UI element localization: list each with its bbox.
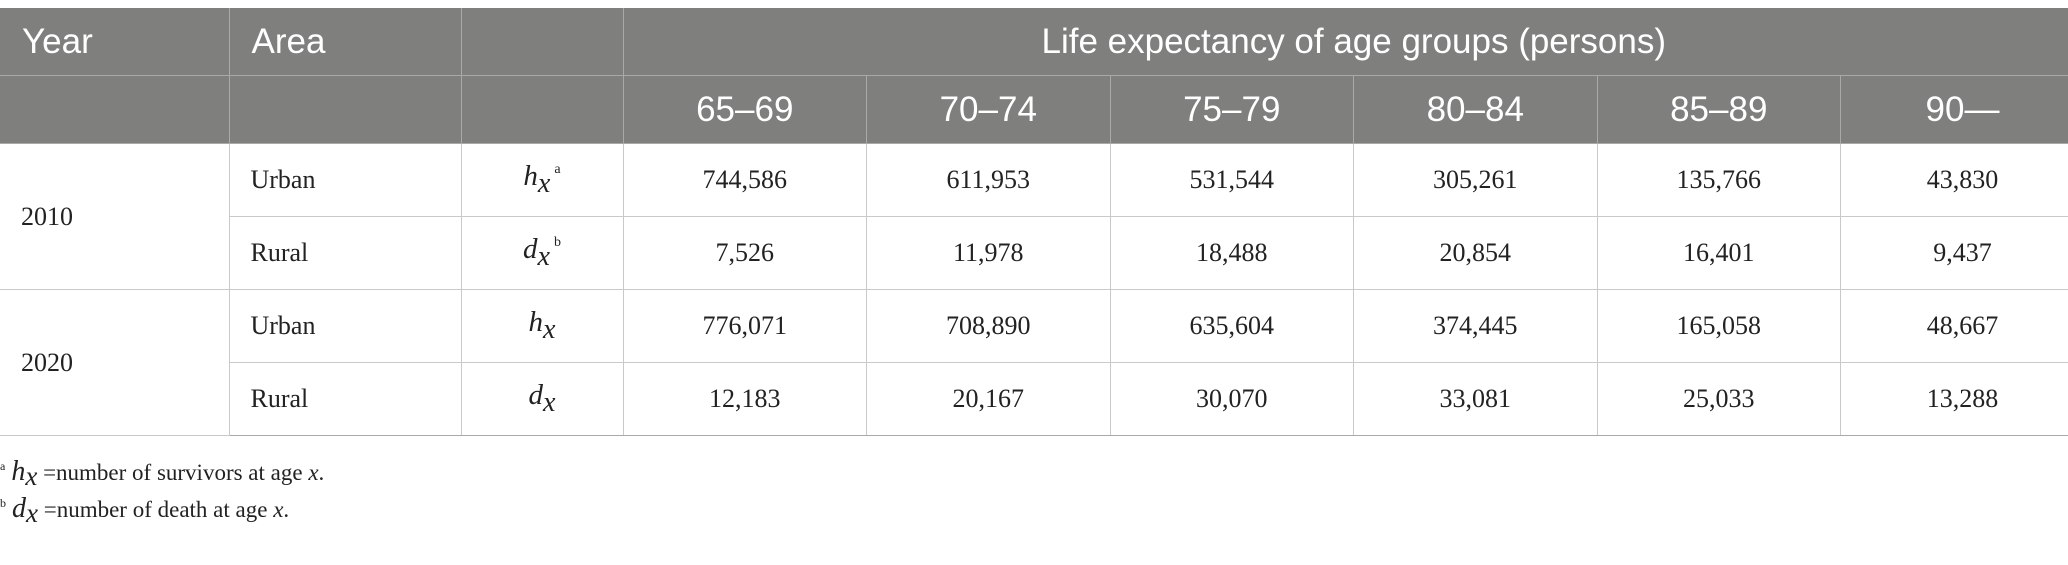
symbol-subscript: x — [537, 168, 551, 199]
header-age-group: 70–74 — [866, 75, 1111, 144]
footnote-mark: a — [0, 459, 6, 473]
footnote-symbol: d — [12, 493, 26, 524]
area-cell: Urban — [228, 289, 462, 363]
value-cell: 25,033 — [1596, 362, 1841, 436]
value-cell: 744,586 — [622, 143, 867, 217]
symbol-subscript: x — [537, 241, 550, 272]
symbol-cell: dx — [460, 362, 624, 436]
life-expectancy-table: Year Area Life expectancy of age groups … — [0, 8, 2068, 436]
footnote-mark: a — [554, 162, 561, 177]
symbol-cell: hx a — [460, 143, 624, 217]
header-year: Year — [0, 8, 230, 76]
value-cell: 43,830 — [1840, 143, 2068, 217]
value-cell: 708,890 — [866, 289, 1111, 363]
value-cell: 611,953 — [866, 143, 1111, 217]
value-cell: 165,058 — [1596, 289, 1841, 363]
symbol-subscript: x — [543, 387, 556, 418]
symbol: d — [523, 233, 538, 265]
value-cell: 18,488 — [1109, 216, 1354, 290]
data-table-container: Year Area Life expectancy of age groups … — [0, 8, 2068, 436]
value-cell: 7,526 — [622, 216, 867, 290]
footnote-end: . — [318, 460, 325, 485]
area-cell: Rural — [229, 362, 462, 436]
header-row-2: 65–69 70–74 75–79 80–84 85–89 90— — [0, 75, 2068, 144]
header-empty-area — [229, 75, 462, 144]
header-age-group: 85–89 — [1597, 75, 1841, 144]
value-cell: 776,071 — [622, 289, 867, 363]
value-cell: 20,854 — [1353, 216, 1598, 290]
value-cell: 12,183 — [622, 362, 867, 436]
value-cell: 635,604 — [1109, 289, 1354, 363]
value-cell: 33,081 — [1353, 362, 1598, 436]
value-cell: 16,401 — [1596, 216, 1841, 290]
header-area: Area — [229, 8, 462, 76]
header-empty-year — [0, 75, 230, 144]
value-cell: 48,667 — [1840, 289, 2068, 363]
symbol: h — [528, 306, 544, 338]
header-symbol — [461, 8, 624, 76]
value-cell: 305,261 — [1353, 143, 1598, 217]
value-cell: 374,445 — [1353, 289, 1598, 363]
footnote: b dx =number of death at age x. — [0, 485, 324, 528]
header-group-title: Life expectancy of age groups (persons) — [623, 8, 2068, 76]
year-cell: 2010 — [0, 143, 230, 290]
area-cell: Urban — [228, 143, 462, 217]
symbol-subscript: x — [543, 314, 556, 345]
footnote-text: =number of death at age — [37, 497, 274, 522]
header-age-group: 80–84 — [1353, 75, 1598, 144]
value-cell: 9,437 — [1840, 216, 2068, 290]
symbol: h — [523, 160, 538, 192]
table-row: Rural dx b 7,526 11,978 18,488 20,854 16,… — [0, 216, 2068, 290]
value-cell: 13,288 — [1840, 362, 2068, 436]
footnote-mark: b — [553, 235, 561, 250]
footnote-mark: b — [0, 496, 6, 510]
footnote-symbol: h — [11, 456, 26, 487]
footnote-text: =number of survivors at age — [37, 460, 309, 485]
area-cell: Rural — [229, 216, 462, 290]
footnote-subscript: x — [25, 461, 38, 491]
symbol-cell: hx — [460, 289, 624, 363]
year-cell: 2020 — [0, 289, 230, 436]
symbol-cell: dx b — [460, 216, 624, 290]
header-age-group: 65–69 — [623, 75, 867, 144]
footnote: a hx =number of survivors at age x. — [0, 448, 325, 491]
table-row: 2010 Urban hx a 744,586 611,953 531,544 3… — [0, 143, 2068, 290]
value-cell: 135,766 — [1596, 143, 1841, 217]
value-cell: 20,167 — [866, 362, 1111, 436]
header-age-group: 90— — [1840, 75, 2068, 144]
header-age-group: 75–79 — [1110, 75, 1354, 144]
value-cell: 30,070 — [1109, 362, 1354, 436]
footnotes: a hx =number of survivors at age x. b dx =… — [0, 448, 325, 528]
value-cell: 11,978 — [866, 216, 1111, 290]
header-row-1: Year Area Life expectancy of age groups … — [0, 8, 2068, 76]
footnote-variable: x — [273, 497, 284, 522]
header-empty-symbol — [461, 75, 624, 144]
value-cell: 531,544 — [1109, 143, 1354, 217]
symbol: d — [528, 379, 544, 411]
table-row: 2020 Urban hx 776,071 708,890 635,604 37… — [0, 289, 2068, 436]
footnote-end: . — [283, 497, 290, 522]
table-row: Rural dx 12,183 20,167 30,070 33,081 25,… — [0, 362, 2068, 436]
footnote-variable: x — [308, 460, 319, 485]
footnote-subscript: x — [26, 498, 38, 528]
